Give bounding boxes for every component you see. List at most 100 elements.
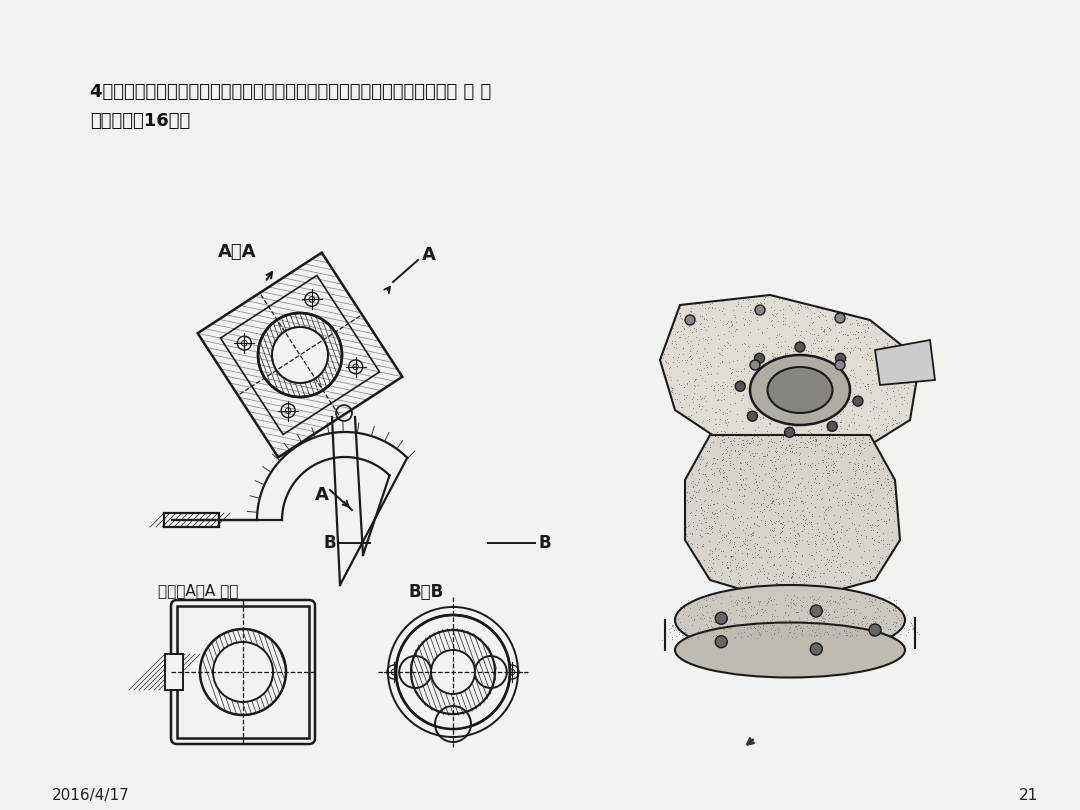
Point <box>814 352 832 365</box>
Point <box>771 351 788 364</box>
Point <box>816 371 834 384</box>
Point <box>799 351 816 364</box>
Circle shape <box>784 428 795 437</box>
Point <box>688 314 705 327</box>
Point <box>904 394 921 407</box>
Point <box>868 474 886 487</box>
Point <box>755 357 772 370</box>
Point <box>854 460 872 473</box>
Point <box>887 605 904 618</box>
Point <box>767 392 784 405</box>
Point <box>734 494 752 507</box>
Point <box>799 374 816 387</box>
Point <box>737 534 754 547</box>
Point <box>826 417 843 430</box>
Point <box>810 529 827 542</box>
Point <box>666 620 684 633</box>
Point <box>710 548 727 561</box>
Point <box>720 321 738 334</box>
Point <box>847 480 864 493</box>
Point <box>863 330 880 343</box>
Point <box>834 446 851 459</box>
Point <box>769 369 786 382</box>
Point <box>771 586 788 599</box>
Point <box>705 594 723 607</box>
Point <box>813 373 831 386</box>
Point <box>692 497 710 510</box>
Circle shape <box>735 382 745 391</box>
Point <box>663 384 680 397</box>
Point <box>856 379 874 392</box>
Point <box>782 595 799 608</box>
Point <box>812 415 829 428</box>
Point <box>724 494 741 507</box>
Circle shape <box>835 360 845 370</box>
Point <box>701 564 718 577</box>
Point <box>785 316 802 329</box>
Point <box>680 374 698 387</box>
Point <box>714 450 731 463</box>
Point <box>704 547 721 560</box>
Point <box>831 428 848 441</box>
Point <box>773 569 791 582</box>
Point <box>812 431 829 444</box>
Point <box>836 441 853 454</box>
Point <box>905 362 922 375</box>
Point <box>778 559 795 572</box>
Point <box>851 447 868 460</box>
Point <box>831 626 848 639</box>
Circle shape <box>400 656 431 688</box>
Point <box>735 620 753 633</box>
Point <box>757 544 774 557</box>
Point <box>799 568 816 581</box>
Point <box>848 331 865 344</box>
Point <box>839 419 856 432</box>
Point <box>723 314 740 327</box>
Point <box>824 356 841 369</box>
Point <box>814 492 832 505</box>
Point <box>716 531 733 544</box>
Point <box>696 526 713 539</box>
Point <box>694 609 712 622</box>
Point <box>764 530 781 543</box>
Point <box>777 446 794 459</box>
Point <box>723 549 740 562</box>
Point <box>886 515 903 528</box>
Point <box>863 592 880 605</box>
Point <box>700 301 717 313</box>
Point <box>784 381 801 394</box>
Point <box>788 526 806 539</box>
Point <box>839 488 856 501</box>
Point <box>744 462 761 475</box>
Point <box>812 413 829 426</box>
Point <box>777 335 794 348</box>
Point <box>710 552 727 565</box>
Point <box>881 391 899 404</box>
Point <box>869 544 887 556</box>
Point <box>729 445 746 458</box>
Point <box>757 514 774 527</box>
Point <box>835 439 852 452</box>
Point <box>681 301 699 314</box>
Point <box>759 440 777 453</box>
Point <box>683 326 700 339</box>
Point <box>685 387 702 400</box>
Point <box>686 322 703 335</box>
Point <box>910 628 928 641</box>
Point <box>769 407 786 420</box>
Point <box>753 377 770 390</box>
Point <box>816 626 834 639</box>
Point <box>874 353 891 366</box>
Point <box>882 484 900 497</box>
Point <box>760 551 778 564</box>
Point <box>708 394 726 407</box>
Point <box>755 341 772 354</box>
Point <box>782 414 799 427</box>
Point <box>879 328 896 341</box>
Point <box>714 497 731 510</box>
Point <box>804 582 821 595</box>
Point <box>806 385 823 398</box>
Point <box>672 312 689 325</box>
Point <box>764 610 781 623</box>
Point <box>808 528 825 541</box>
